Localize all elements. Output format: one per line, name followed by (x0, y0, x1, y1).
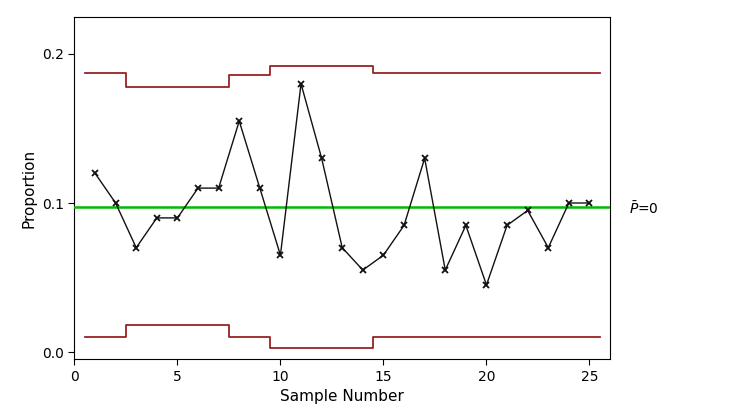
Text: $\bar{P}$=0: $\bar{P}$=0 (629, 201, 658, 217)
Y-axis label: Proportion: Proportion (22, 148, 36, 228)
X-axis label: Sample Number: Sample Number (280, 390, 404, 405)
